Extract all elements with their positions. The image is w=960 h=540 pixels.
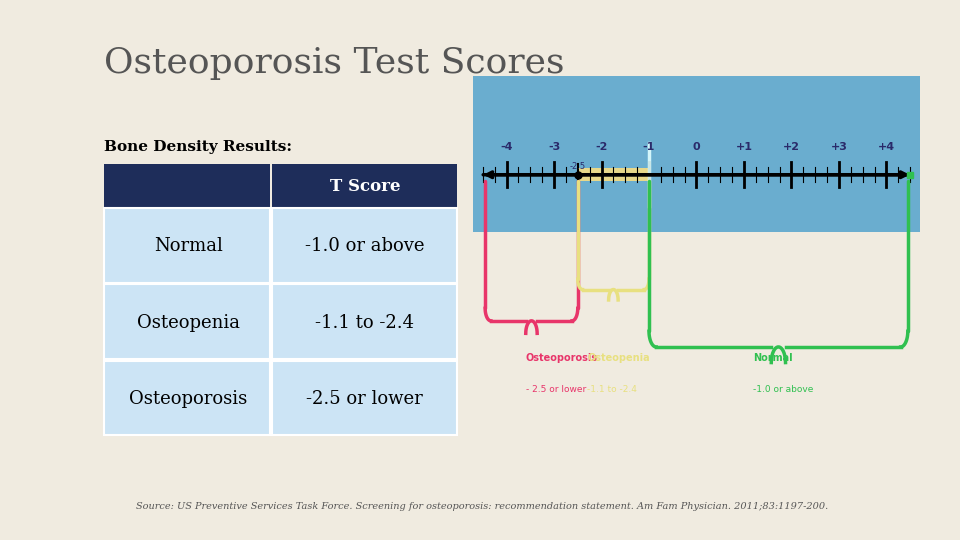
Text: T Score: T Score (329, 178, 400, 195)
Text: +1: +1 (735, 142, 753, 152)
Text: -2.5: -2.5 (569, 161, 586, 171)
FancyBboxPatch shape (105, 208, 270, 283)
Text: -1.1 to -2.4: -1.1 to -2.4 (315, 314, 415, 332)
Text: Osteopenia: Osteopenia (137, 314, 240, 332)
FancyBboxPatch shape (473, 76, 920, 232)
FancyBboxPatch shape (273, 285, 457, 359)
Text: Osteoporosis Test Scores: Osteoporosis Test Scores (105, 46, 564, 80)
Text: Osteopenia: Osteopenia (588, 353, 650, 362)
Text: Normal: Normal (754, 353, 793, 362)
Text: +4: +4 (877, 142, 895, 152)
Text: 0: 0 (693, 142, 700, 152)
Text: +3: +3 (830, 142, 848, 152)
Text: Bone Density Results:: Bone Density Results: (105, 139, 293, 153)
FancyBboxPatch shape (273, 361, 457, 435)
Text: -1.1 to -2.4: -1.1 to -2.4 (588, 385, 637, 394)
Text: -2: -2 (595, 142, 608, 152)
Text: - 2.5 or lower: - 2.5 or lower (525, 385, 586, 394)
FancyBboxPatch shape (273, 208, 457, 283)
Text: -3: -3 (548, 142, 560, 152)
Text: -1: -1 (643, 142, 655, 152)
FancyBboxPatch shape (105, 164, 270, 208)
FancyBboxPatch shape (273, 164, 457, 208)
Text: Osteoporosis: Osteoporosis (525, 353, 598, 362)
FancyBboxPatch shape (105, 361, 270, 435)
Text: +2: +2 (783, 142, 800, 152)
Text: -1.0 or above: -1.0 or above (305, 238, 424, 255)
Text: -4: -4 (500, 142, 513, 152)
Text: -2.5 or lower: -2.5 or lower (306, 390, 423, 408)
FancyBboxPatch shape (578, 168, 649, 181)
FancyBboxPatch shape (105, 285, 270, 359)
Text: Normal: Normal (154, 238, 223, 255)
Text: Source: US Preventive Services Task Force. Screening for osteoporosis: recommend: Source: US Preventive Services Task Forc… (136, 502, 828, 510)
Text: Osteoporosis: Osteoporosis (130, 390, 248, 408)
Text: -1.0 or above: -1.0 or above (754, 385, 814, 394)
